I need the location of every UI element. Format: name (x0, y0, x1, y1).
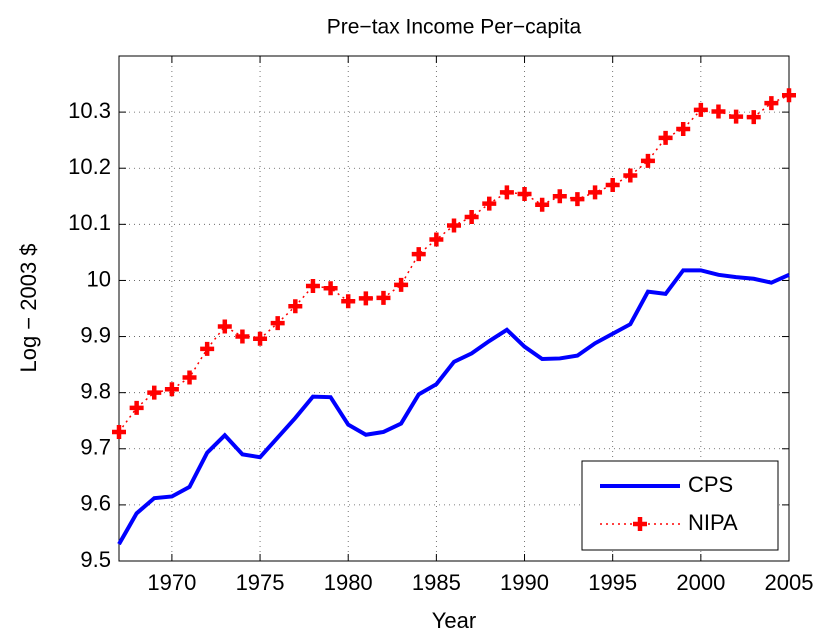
marker (217, 319, 232, 334)
marker (341, 294, 356, 309)
marker (447, 218, 461, 233)
marker (746, 110, 761, 125)
marker (253, 331, 268, 346)
series-line (117, 268, 790, 546)
marker (658, 130, 673, 145)
y-tick-label: 10.2 (68, 154, 111, 179)
x-axis-label: Year (432, 608, 476, 633)
marker (429, 232, 444, 247)
y-tick-label: 9.9 (80, 322, 111, 347)
marker (288, 299, 303, 314)
x-tick-label: 1985 (412, 570, 461, 595)
marker (588, 185, 603, 200)
marker (129, 400, 144, 415)
marker (552, 189, 567, 204)
x-tick-label: 1990 (500, 570, 549, 595)
y-tick-label: 10 (87, 266, 111, 291)
marker (605, 178, 620, 193)
y-axis-label: Log − 2003 $ (16, 243, 41, 372)
marker (376, 290, 391, 305)
marker (164, 382, 179, 397)
y-tick-label: 9.8 (80, 378, 111, 403)
legend-label: CPS (688, 472, 733, 497)
y-tick-label: 10.1 (68, 210, 111, 235)
marker (482, 196, 497, 211)
y-tick-label: 10.3 (68, 98, 111, 123)
marker (182, 370, 197, 385)
marker (676, 121, 691, 136)
legend-label: NIPA (688, 510, 738, 535)
y-tick-label: 9.5 (80, 547, 111, 572)
y-tick-label: 9.7 (80, 435, 111, 460)
marker (764, 96, 779, 111)
marker (464, 210, 479, 225)
legend-box (581, 460, 779, 551)
marker (535, 197, 550, 212)
marker (235, 329, 250, 344)
marker (729, 109, 744, 124)
marker (640, 153, 655, 168)
x-tick-label: 2005 (765, 570, 814, 595)
marker (147, 385, 162, 400)
marker (394, 277, 409, 292)
marker (305, 279, 320, 294)
x-tick-label: 1975 (236, 570, 285, 595)
x-tick-label: 1980 (324, 570, 373, 595)
marker (782, 88, 796, 103)
marker (499, 185, 514, 200)
y-tick-label: 9.6 (80, 491, 111, 516)
plot-frame (118, 55, 790, 562)
chart-title: Pre−tax Income Per−capita (327, 16, 582, 39)
marker (200, 341, 215, 356)
x-tick-label: 1970 (147, 570, 196, 595)
marker (711, 104, 726, 119)
marker (693, 102, 708, 117)
marker (411, 247, 426, 262)
marker (323, 281, 338, 296)
marker (517, 187, 532, 202)
x-tick-label: 1995 (588, 570, 637, 595)
marker (570, 192, 585, 207)
marker (270, 316, 285, 331)
marker (358, 291, 373, 306)
x-tick-label: 2000 (676, 570, 725, 595)
marker (633, 517, 647, 531)
marker (623, 168, 638, 183)
marker (112, 424, 126, 439)
